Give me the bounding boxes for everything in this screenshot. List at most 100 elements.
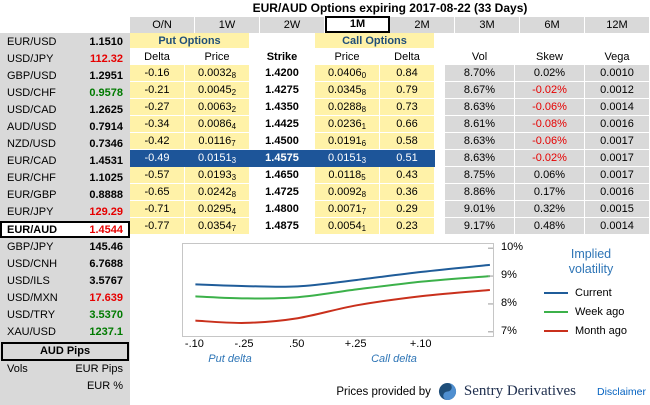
call-price-cell[interactable]: 0.01916 (315, 133, 380, 150)
call-price-cell[interactable]: 0.04060 (315, 65, 380, 82)
call-delta-cell[interactable]: 0.66 (380, 116, 435, 133)
pair-usd-ils[interactable]: USD/ILS 3.5767 (0, 272, 130, 289)
tab-3m[interactable]: 3M (455, 16, 520, 33)
put-delta-cell[interactable]: -0.34 (130, 116, 185, 133)
pair-name: USD/TRY (7, 309, 56, 322)
tab-1w[interactable]: 1W (195, 16, 260, 33)
call-delta-cell[interactable]: 0.23 (380, 218, 435, 235)
put-price-cell[interactable]: 0.01513 (185, 150, 250, 167)
pair-usd-try[interactable]: USD/TRY 3.5370 (0, 307, 130, 324)
unit-aud-pips[interactable]: AUD Pips (1, 341, 129, 361)
tab-2m[interactable]: 2M (390, 16, 455, 33)
put-delta-cell[interactable]: -0.21 (130, 82, 185, 99)
pair-eur-aud[interactable]: EUR/AUD 1.4544 (0, 221, 130, 239)
call-price-cell[interactable]: 0.00717 (315, 201, 380, 218)
call-price-cell[interactable]: 0.00541 (315, 218, 380, 235)
pair-usd-cad[interactable]: USD/CAD 1.2625 (0, 101, 130, 118)
call-delta-cell[interactable]: 0.29 (380, 201, 435, 218)
disclaimer-link[interactable]: Disclaimer (596, 385, 646, 398)
skew-cell: -0.06% (515, 133, 585, 150)
put-price-cell[interactable]: 0.01167 (185, 133, 250, 150)
row-gap (435, 201, 445, 218)
pair-usd-mxn[interactable]: USD/MXN 17.639 (0, 289, 130, 306)
strike-cell[interactable]: 1.4350 (250, 99, 315, 116)
pair-eur-chf[interactable]: EUR/CHF 1.1025 (0, 170, 130, 187)
pair-name: XAU/USD (7, 326, 56, 339)
pair-eur-usd[interactable]: EUR/USD 1.1510 (0, 33, 130, 50)
pair-gbp-usd[interactable]: GBP/USD 1.2951 (0, 67, 130, 84)
call-price-cell[interactable]: 0.01513 (315, 150, 380, 167)
pair-value: 129.29 (89, 206, 123, 219)
call-delta-cell[interactable]: 0.51 (380, 150, 435, 167)
put-delta-cell[interactable]: -0.65 (130, 184, 185, 201)
strike-cell[interactable]: 1.4800 (250, 201, 315, 218)
strike-cell[interactable]: 1.4500 (250, 133, 315, 150)
strike-cell[interactable]: 1.4200 (250, 65, 315, 82)
put-delta-cell[interactable]: -0.27 (130, 99, 185, 116)
put-price-cell[interactable]: 0.01933 (185, 167, 250, 184)
put-price-cell[interactable]: 0.00864 (185, 116, 250, 133)
call-delta-cell[interactable]: 0.58 (380, 133, 435, 150)
pair-eur-jpy[interactable]: EUR/JPY 129.29 (0, 204, 130, 221)
put-price-cell[interactable]: 0.02428 (185, 184, 250, 201)
pair-usd-chf[interactable]: USD/CHF 0.9578 (0, 84, 130, 101)
currency-list: EUR/USD 1.1510 USD/JPY 112.32 GBP/USD 1.2951 U… (0, 33, 130, 341)
price-sub-digit: 8 (231, 71, 237, 80)
call-price-cell[interactable]: 0.01185 (315, 167, 380, 184)
call-delta-cell[interactable]: 0.79 (380, 82, 435, 99)
call-options-header: Call Options (315, 33, 435, 49)
put-delta-cell[interactable]: -0.49 (130, 150, 185, 167)
put-delta-cell[interactable]: -0.71 (130, 201, 185, 218)
call-price-cell[interactable]: 0.03458 (315, 82, 380, 99)
pair-eur-gbp[interactable]: EUR/GBP 0.8888 (0, 187, 130, 204)
vega-cell: 0.0015 (585, 201, 650, 218)
strike-cell[interactable]: 1.4425 (250, 116, 315, 133)
pair-aud-usd[interactable]: AUD/USD 0.7914 (0, 118, 130, 135)
strike-cell[interactable]: 1.4725 (250, 184, 315, 201)
pair-nzd-usd[interactable]: NZD/USD 0.7346 (0, 136, 130, 153)
pair-usd-jpy[interactable]: USD/JPY 112.32 (0, 50, 130, 67)
call-price-cell[interactable]: 0.02361 (315, 116, 380, 133)
x-axis-labels: -.10 -.25 .50 +.25 +.10 (182, 338, 492, 351)
pair-value: 3.5767 (89, 274, 123, 287)
tab-2w[interactable]: 2W (260, 16, 325, 33)
put-delta-cell[interactable]: -0.42 (130, 133, 185, 150)
put-price-cell[interactable]: 0.02954 (185, 201, 250, 218)
series-week-ago (195, 275, 490, 300)
call-price-cell[interactable]: 0.02888 (315, 99, 380, 116)
pair-usd-cnh[interactable]: USD/CNH 6.7688 (0, 255, 130, 272)
pair-eur-cad[interactable]: EUR/CAD 1.4531 (0, 153, 130, 170)
put-delta-cell[interactable]: -0.77 (130, 218, 185, 235)
x-tick-label: -.10 (184, 338, 204, 350)
put-price-cell[interactable]: 0.03547 (185, 218, 250, 235)
call-delta-cell[interactable]: 0.36 (380, 184, 435, 201)
strike-cell[interactable]: 1.4275 (250, 82, 315, 99)
pair-name: EUR/CAD (7, 155, 57, 168)
call-delta-cell[interactable]: 0.73 (380, 99, 435, 116)
tab-1m[interactable]: 1M (325, 16, 390, 33)
legend-line-swatch (544, 330, 568, 332)
strike-cell[interactable]: 1.4650 (250, 167, 315, 184)
tab-on[interactable]: O/N (130, 16, 195, 33)
call-delta-cell[interactable]: 0.84 (380, 65, 435, 82)
call-delta-cell[interactable]: 0.43 (380, 167, 435, 184)
price-main: 0.0295 (197, 203, 232, 215)
pair-xau-usd[interactable]: XAU/USD 1237.1 (0, 324, 130, 341)
call-price-cell[interactable]: 0.00928 (315, 184, 380, 201)
put-price-cell[interactable]: 0.00632 (185, 99, 250, 116)
put-delta-cell[interactable]: -0.16 (130, 65, 185, 82)
strike-cell[interactable]: 1.4575 (250, 150, 315, 167)
price-sub-digit: 7 (361, 207, 367, 216)
put-delta-cell[interactable]: -0.57 (130, 167, 185, 184)
put-price-cell[interactable]: 0.00328 (185, 65, 250, 82)
strike-cell[interactable]: 1.4875 (250, 218, 315, 235)
price-sub-digit: 8 (361, 88, 367, 97)
put-price-cell[interactable]: 0.00452 (185, 82, 250, 99)
chart-right-panel: Implied volatility Current Week ago Month … (534, 247, 648, 344)
unit-eur-pips[interactable]: EUR Pips (75, 363, 123, 376)
unit-eur-percent[interactable]: EUR % (86, 380, 123, 393)
tab-12m[interactable]: 12M (585, 16, 650, 33)
skew-cell: -0.02% (515, 150, 585, 167)
pair-gbp-jpy[interactable]: GBP/JPY 145.46 (0, 238, 130, 255)
tab-6m[interactable]: 6M (520, 16, 585, 33)
